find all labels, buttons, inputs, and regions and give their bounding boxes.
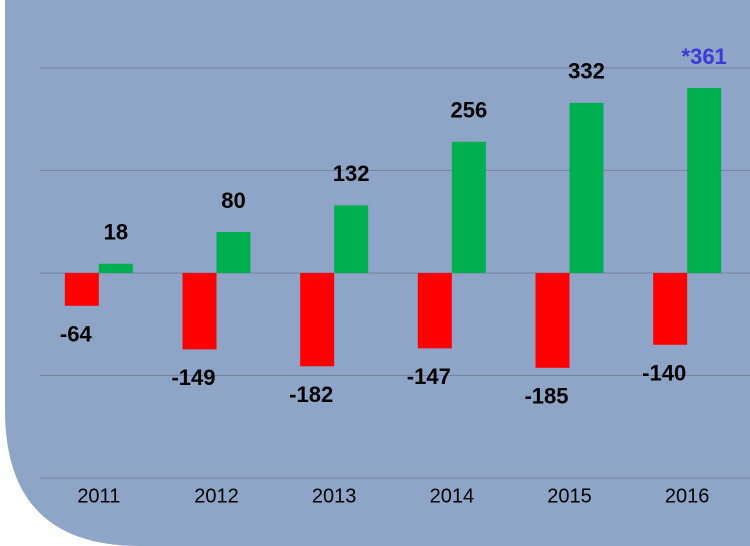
bar	[98, 263, 133, 273]
value-label: -185	[524, 384, 568, 409]
x-tick-label: 2016	[665, 485, 710, 507]
bar	[64, 273, 99, 306]
bar	[687, 87, 722, 273]
value-label: -182	[289, 382, 333, 407]
bar	[569, 102, 604, 273]
value-label: -147	[407, 364, 451, 389]
value-label: 132	[333, 161, 370, 186]
value-label: 332	[568, 59, 605, 84]
bar	[451, 141, 486, 273]
value-label: -149	[171, 365, 215, 390]
bar	[653, 273, 688, 345]
x-tick-label: 2014	[430, 485, 475, 507]
value-label: 18	[104, 220, 128, 245]
value-label: -140	[642, 361, 686, 386]
bar	[182, 273, 217, 350]
bar	[334, 205, 369, 273]
bar	[417, 273, 452, 349]
x-tick-label: 2013	[312, 485, 357, 507]
value-label: -64	[60, 322, 93, 347]
value-label: *361	[682, 44, 727, 69]
bar	[216, 232, 251, 273]
x-tick-label: 2015	[547, 485, 592, 507]
value-label: 80	[221, 188, 245, 213]
x-tick-label: 2011	[77, 485, 120, 507]
x-tick-label: 2012	[194, 485, 239, 507]
bar	[300, 273, 335, 367]
value-label: 256	[450, 98, 487, 123]
bar	[535, 273, 570, 368]
